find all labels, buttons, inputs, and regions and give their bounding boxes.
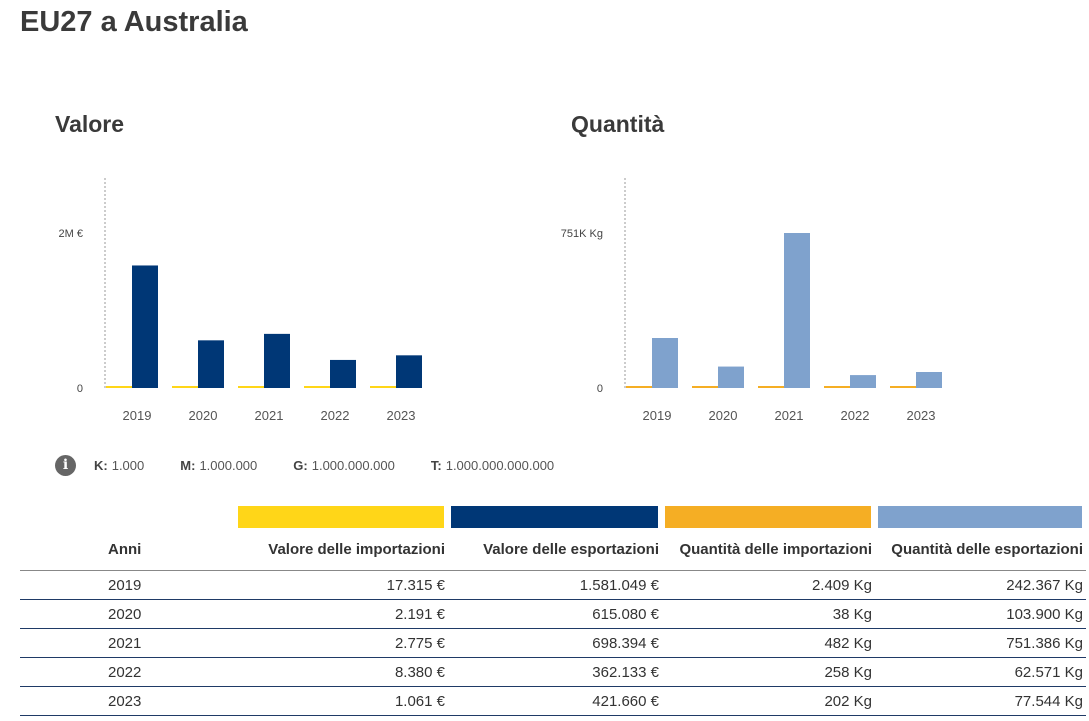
cell-valore-esportazioni: 421.660 € [448, 686, 662, 716]
bar-2020-series-0[interactable] [692, 386, 718, 388]
cell-valore-esportazioni: 1.581.049 € [448, 570, 662, 600]
bar-2023-series-0[interactable] [890, 386, 916, 388]
header-valore-importazioni[interactable]: Valore delle importazioni [235, 528, 448, 571]
cell-quantita-esportazioni: 62.571 Kg [875, 657, 1086, 687]
x-tick-label: 2023 [387, 408, 416, 423]
cell-quantita-esportazioni: 77.544 Kg [875, 686, 1086, 716]
cell-year: 2023 [20, 686, 235, 716]
x-tick-label: 2020 [189, 408, 218, 423]
data-table: Anni Valore delle importazioni Valore de… [20, 506, 1086, 716]
cell-quantita-importazioni: 482 Kg [662, 628, 875, 658]
bar-2021-series-0[interactable] [758, 386, 784, 388]
unit-t: T: 1.000.000.000.000 [430, 457, 555, 473]
bar-2021-series-1[interactable] [264, 333, 290, 388]
bar-2023-series-1[interactable] [396, 355, 422, 388]
table-row: 2023 1.061 € 421.660 € 202 Kg 77.544 Kg [20, 686, 1086, 716]
cell-quantita-esportazioni: 103.900 Kg [875, 599, 1086, 629]
bar-2022-series-0[interactable] [824, 386, 850, 388]
bar-2019-series-1[interactable] [132, 265, 158, 388]
swatch-valore-importazioni [238, 506, 444, 528]
page-title: EU27 a Australia [20, 6, 248, 38]
table-row: 2020 2.191 € 615.080 € 38 Kg 103.900 Kg [20, 599, 1086, 629]
x-tick-label: 2023 [907, 408, 936, 423]
cell-quantita-esportazioni: 751.386 Kg [875, 628, 1086, 658]
swatch-quantita-importazioni [665, 506, 871, 528]
swatch-quantita-esportazioni [878, 506, 1082, 528]
cell-year: 2019 [20, 570, 235, 600]
unit-m: M: 1.000.000 [180, 457, 258, 473]
info-icon[interactable]: i [55, 454, 76, 476]
x-tick-label: 2021 [255, 408, 284, 423]
header-anni[interactable]: Anni [20, 528, 235, 571]
swatch-empty [20, 506, 235, 528]
chart-title-quantita: Quantità [571, 111, 665, 137]
x-tick-label: 2022 [321, 408, 350, 423]
bar-2020-series-0[interactable] [172, 386, 198, 388]
cell-valore-importazioni: 17.315 € [235, 570, 448, 600]
units-legend: i K: 1.000 M: 1.000.000 G: 1.000.000.000 T:… [55, 454, 590, 476]
bar-2021-series-1[interactable] [784, 233, 810, 388]
cell-quantita-importazioni: 38 Kg [662, 599, 875, 629]
cell-valore-importazioni: 8.380 € [235, 657, 448, 687]
bar-2021-series-0[interactable] [238, 386, 264, 388]
chart-quantita: 0 751K Kg 2019 2020 2021 2022 2023 [561, 178, 942, 423]
cell-year: 2021 [20, 628, 235, 658]
cell-quantita-importazioni: 2.409 Kg [662, 570, 875, 600]
bar-2023-series-0[interactable] [370, 386, 396, 388]
cell-valore-esportazioni: 615.080 € [448, 599, 662, 629]
bar-2019-series-1[interactable] [652, 338, 678, 388]
table-row: 2021 2.775 € 698.394 € 482 Kg 751.386 Kg [20, 628, 1086, 658]
bar-2023-series-1[interactable] [916, 372, 942, 388]
bar-2022-series-1[interactable] [330, 359, 356, 388]
x-tick-label: 2019 [643, 408, 672, 423]
header-quantita-esportazioni[interactable]: Quantità delle esportazioni [875, 528, 1086, 571]
table-row: 2022 8.380 € 362.133 € 258 Kg 62.571 Kg [20, 657, 1086, 687]
cell-valore-esportazioni: 698.394 € [448, 628, 662, 658]
bar-2019-series-0[interactable] [106, 386, 132, 388]
x-tick-label: 2020 [709, 408, 738, 423]
y-tick-label: 0 [77, 383, 83, 395]
cell-valore-importazioni: 2.775 € [235, 628, 448, 658]
x-tick-label: 2022 [841, 408, 870, 423]
cell-quantita-importazioni: 258 Kg [662, 657, 875, 687]
unit-k: K: 1.000 [94, 457, 145, 473]
chart-valore: 0 2M € 2019 2020 2021 2022 2023 [59, 178, 422, 423]
y-tick-label: 751K Kg [561, 228, 603, 240]
bar-2022-series-0[interactable] [304, 386, 330, 388]
cell-valore-esportazioni: 362.133 € [448, 657, 662, 687]
chart-title-valore: Valore [55, 111, 125, 137]
bar-2020-series-1[interactable] [718, 366, 744, 388]
header-quantita-importazioni[interactable]: Quantità delle importazioni [662, 528, 875, 571]
unit-g: G: 1.000.000.000 [293, 457, 395, 473]
y-tick-label: 2M € [59, 228, 83, 240]
cell-year: 2020 [20, 599, 235, 629]
cell-quantita-importazioni: 202 Kg [662, 686, 875, 716]
swatch-valore-esportazioni [451, 506, 658, 528]
x-tick-label: 2021 [775, 408, 804, 423]
table-row: 2019 17.315 € 1.581.049 € 2.409 Kg 242.3… [20, 570, 1086, 600]
color-legend-row [20, 506, 1086, 528]
y-tick-label: 0 [597, 383, 603, 395]
bar-2022-series-1[interactable] [850, 375, 876, 388]
cell-valore-importazioni: 2.191 € [235, 599, 448, 629]
cell-quantita-esportazioni: 242.367 Kg [875, 570, 1086, 600]
cell-valore-importazioni: 1.061 € [235, 686, 448, 716]
header-valore-esportazioni[interactable]: Valore delle esportazioni [448, 528, 662, 571]
table-header: Anni Valore delle importazioni Valore de… [20, 528, 1086, 571]
x-tick-label: 2019 [123, 408, 152, 423]
bar-2020-series-1[interactable] [198, 340, 224, 388]
bar-2019-series-0[interactable] [626, 386, 652, 388]
cell-year: 2022 [20, 657, 235, 687]
